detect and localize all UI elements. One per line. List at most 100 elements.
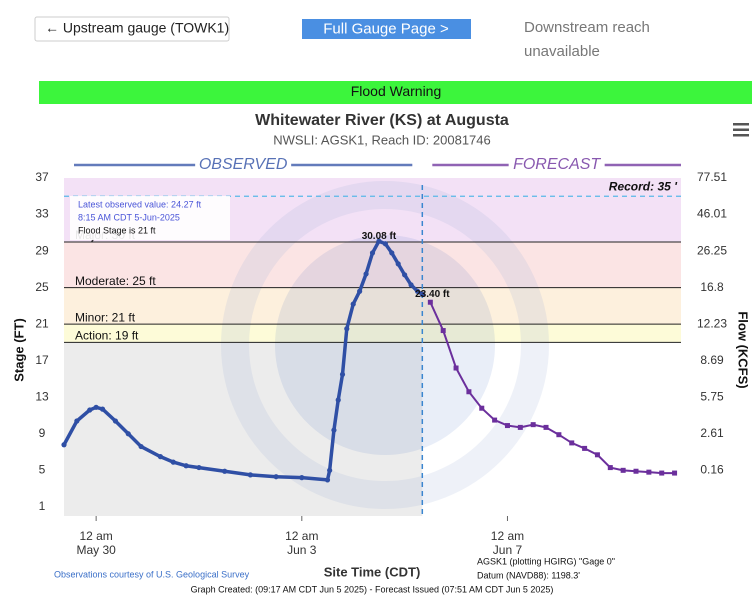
section-label: FORECAST — [513, 156, 601, 173]
gauge-info: AGSK1 (plotting HGIRG) "Gage 0" — [477, 556, 615, 566]
data-point — [517, 424, 523, 430]
data-point — [61, 442, 67, 448]
x-tick-label: 12 am — [491, 529, 524, 543]
y-tick-label: 1 — [39, 499, 46, 513]
record-label: Record: 35 ' — [609, 179, 678, 193]
y-tick-label: 13 — [35, 389, 49, 403]
downstream-note: Downstream reach — [524, 19, 650, 36]
data-point — [466, 389, 472, 395]
gauge-info: Datum (NAVD88): 1198.3' — [477, 570, 580, 580]
threshold-label: Action: 19 ft — [75, 329, 139, 343]
data-point — [402, 272, 408, 278]
y2-tick-label: 16.8 — [700, 280, 724, 294]
watermark — [221, 181, 549, 509]
y-tick-label: 9 — [39, 426, 46, 440]
data-point — [427, 299, 433, 305]
data-point — [582, 445, 588, 451]
series-line — [62, 239, 424, 482]
data-point — [440, 328, 446, 334]
y2-axis-title: Flow (KCFS) — [736, 311, 751, 388]
data-point — [273, 474, 279, 480]
y-tick-label: 33 — [35, 207, 49, 221]
y2-tick-label: 2.61 — [700, 426, 724, 440]
data-point — [479, 405, 485, 411]
data-point — [93, 404, 99, 410]
alert-text: Flood Warning — [351, 83, 442, 99]
downstream-note: unavailable — [524, 43, 600, 60]
data-point — [646, 469, 652, 475]
chart-subtitle: NWSLI: AGSK1, Reach ID: 20081746 — [273, 132, 491, 147]
data-point — [594, 452, 600, 458]
data-point — [299, 475, 305, 481]
x-tick-label: Jun 7 — [493, 543, 523, 557]
data-point — [335, 397, 341, 403]
data-point — [112, 418, 119, 424]
y2-tick-label: 26.25 — [697, 243, 727, 257]
data-point — [414, 288, 421, 294]
data-point — [395, 261, 401, 267]
upstream-button[interactable]: ← Upstream gauge (TOWK1) — [34, 16, 230, 42]
menu-bar[interactable] — [733, 123, 749, 126]
flood-band — [64, 324, 681, 343]
info-text: Flood Stage is 21 ft — [78, 225, 156, 235]
data-point — [157, 454, 164, 460]
data-point — [222, 468, 228, 474]
threshold-label: Moderate: 25 ft — [75, 274, 156, 288]
y-tick-label: 21 — [35, 316, 49, 330]
data-point — [504, 423, 510, 429]
footer: Graph Created: (09:17 AM CDT Jun 5 2025)… — [191, 584, 554, 594]
menu-button[interactable] — [733, 123, 749, 137]
y-tick-label: 29 — [35, 243, 49, 257]
data-point — [530, 422, 536, 428]
data-point — [492, 417, 498, 423]
full-page-link[interactable]: Full Gauge Page > — [323, 20, 449, 37]
watermark — [275, 235, 495, 455]
chart-title: Whitewater River (KS) at Augusta — [255, 112, 509, 129]
info-box — [70, 196, 230, 240]
info-text: 8:15 AM CDT 5-Jun-2025 — [78, 212, 180, 222]
credit: Observations courtesy of U.S. Geological… — [54, 569, 250, 579]
data-point — [419, 291, 425, 297]
flood-band — [64, 287, 681, 325]
data-point — [556, 432, 562, 438]
y2-tick-label: 0.16 — [700, 462, 724, 476]
data-point — [369, 250, 376, 256]
data-point — [672, 470, 678, 476]
data-point — [453, 365, 459, 371]
data-point — [382, 241, 388, 247]
data-point — [389, 250, 395, 256]
y2-tick-label: 5.75 — [700, 389, 724, 403]
y2-tick-label: 12.23 — [697, 316, 727, 330]
x-tick-label: Jun 3 — [287, 543, 317, 557]
data-point — [183, 463, 189, 469]
menu-bar[interactable] — [733, 128, 749, 132]
data-point — [607, 465, 613, 471]
data-point — [74, 418, 80, 424]
button-frame[interactable] — [302, 19, 471, 39]
y-tick-label: 25 — [35, 280, 49, 294]
x-tick-label: 12 am — [79, 529, 112, 543]
menu-bar[interactable] — [733, 134, 749, 137]
data-point — [350, 301, 356, 307]
data-point — [87, 407, 93, 413]
data-point — [376, 238, 382, 244]
data-point — [363, 271, 369, 277]
button-frame[interactable] — [34, 16, 230, 42]
y2-tick-label: 8.69 — [700, 353, 724, 367]
data-point — [633, 468, 639, 474]
value-label: 23.40 ft — [415, 289, 450, 300]
data-point — [344, 326, 350, 332]
data-point — [339, 371, 346, 378]
data-point — [247, 472, 253, 478]
y-tick-label: 5 — [39, 462, 46, 476]
full-page-button[interactable]: Full Gauge Page > — [302, 19, 471, 39]
x-tick-label: May 30 — [76, 543, 116, 557]
y2-tick-label: 46.01 — [697, 207, 727, 221]
alert-bar — [39, 81, 752, 104]
y2-tick-label: 77.51 — [697, 170, 727, 184]
section-label: OBSERVED — [199, 156, 288, 173]
upstream-link[interactable]: ← Upstream gauge (TOWK1) — [45, 20, 229, 36]
data-point — [620, 467, 626, 473]
y-axis-title: Stage (FT) — [11, 318, 26, 382]
